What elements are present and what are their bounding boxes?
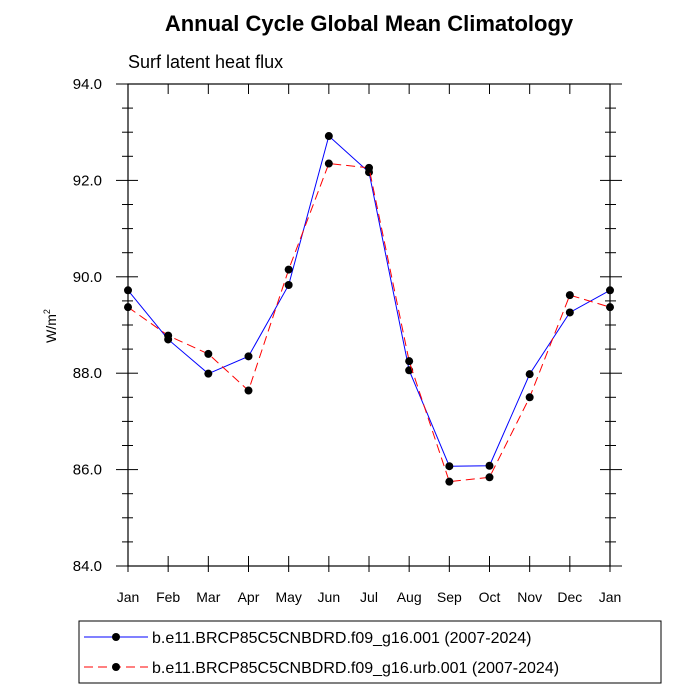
x-tick-label-sep: Sep [437, 589, 462, 605]
y-axis-label: W/m2 [42, 309, 59, 343]
y-axis-label-superscript: 2 [42, 309, 52, 314]
x-tick-label-oct: Oct [479, 589, 501, 605]
legend-label-series-2: b.e11.BRCP85C5CNBDRD.f09_g16.urb.001 (20… [152, 660, 559, 677]
plot-frame [127, 83, 611, 567]
tick-labels: Jan Feb Mar Apr May Jun Jul Aug Sep Oct Nov Dec Jan 8… [73, 76, 621, 605]
series-1-point-mar-2 [204, 369, 213, 378]
x-tick-label-feb: Feb [156, 589, 180, 605]
series-2-point-aug-7 [405, 357, 414, 366]
chart-title: Annual Cycle Global Mean Climatology [165, 11, 574, 36]
chart-subtitle: Surf latent heat flux [128, 52, 283, 72]
x-tick-label-jan: Jan [117, 589, 140, 605]
y-tick-label: 86.0 [73, 462, 102, 479]
series-1-point-dec-11 [565, 308, 574, 317]
series-1-point-apr-3 [244, 352, 253, 361]
y-axis-label-text: W/m [43, 314, 59, 343]
y-tick-label: 88.0 [73, 365, 102, 382]
series-2-point-may-4 [284, 265, 293, 274]
svg-text:W/m2: W/m2 [42, 309, 59, 343]
y-tick-label: 94.0 [73, 76, 102, 93]
series-layer [124, 132, 614, 486]
series-line-2 [127, 162, 611, 483]
x-tick-label-jan: Jan [599, 589, 622, 605]
x-tick-label-nov: Nov [517, 589, 542, 605]
series-2-point-nov-10 [525, 393, 534, 402]
legend-box [78, 620, 662, 684]
series-1-point-nov-10 [525, 370, 534, 379]
y-tick-label: 84.0 [73, 558, 102, 575]
x-tick-label-jul: Jul [360, 589, 378, 605]
series-2-point-oct-9 [485, 473, 494, 482]
x-tick-label-dec: Dec [557, 589, 582, 605]
axis-ticks [116, 83, 622, 572]
series-2-point-apr-3 [244, 386, 253, 395]
series-2-point-jul-6 [365, 163, 373, 172]
x-tick-label-apr: Apr [238, 589, 260, 605]
y-tick-label: 92.0 [73, 172, 102, 189]
legend: b.e11.BRCP85C5CNBDRD.f09_g16.001 (2007-2… [78, 620, 662, 684]
series-1-point-oct-9 [485, 461, 494, 470]
x-tick-label-jun: Jun [318, 589, 341, 605]
series-2-point-jun-5 [324, 159, 333, 168]
x-tick-label-mar: Mar [196, 589, 220, 605]
legend-marker-series-2 [112, 663, 120, 671]
legend-label-series-1: b.e11.BRCP85C5CNBDRD.f09_g16.001 (2007-2… [152, 630, 531, 647]
x-tick-label-aug: Aug [397, 589, 422, 605]
series-2-point-sep-8 [445, 477, 454, 486]
series-2-point-feb-1 [164, 331, 173, 340]
legend-marker-series-1 [112, 633, 120, 641]
series-2-point-mar-2 [204, 349, 213, 358]
series-1-point-jun-5 [324, 132, 333, 141]
series-2-point-dec-11 [565, 291, 574, 300]
x-tick-label-may: May [275, 589, 301, 605]
series-1-point-may-4 [284, 280, 293, 289]
series-1-point-sep-8 [445, 462, 454, 471]
series-line-1 [127, 135, 611, 467]
y-tick-label: 90.0 [73, 269, 102, 286]
